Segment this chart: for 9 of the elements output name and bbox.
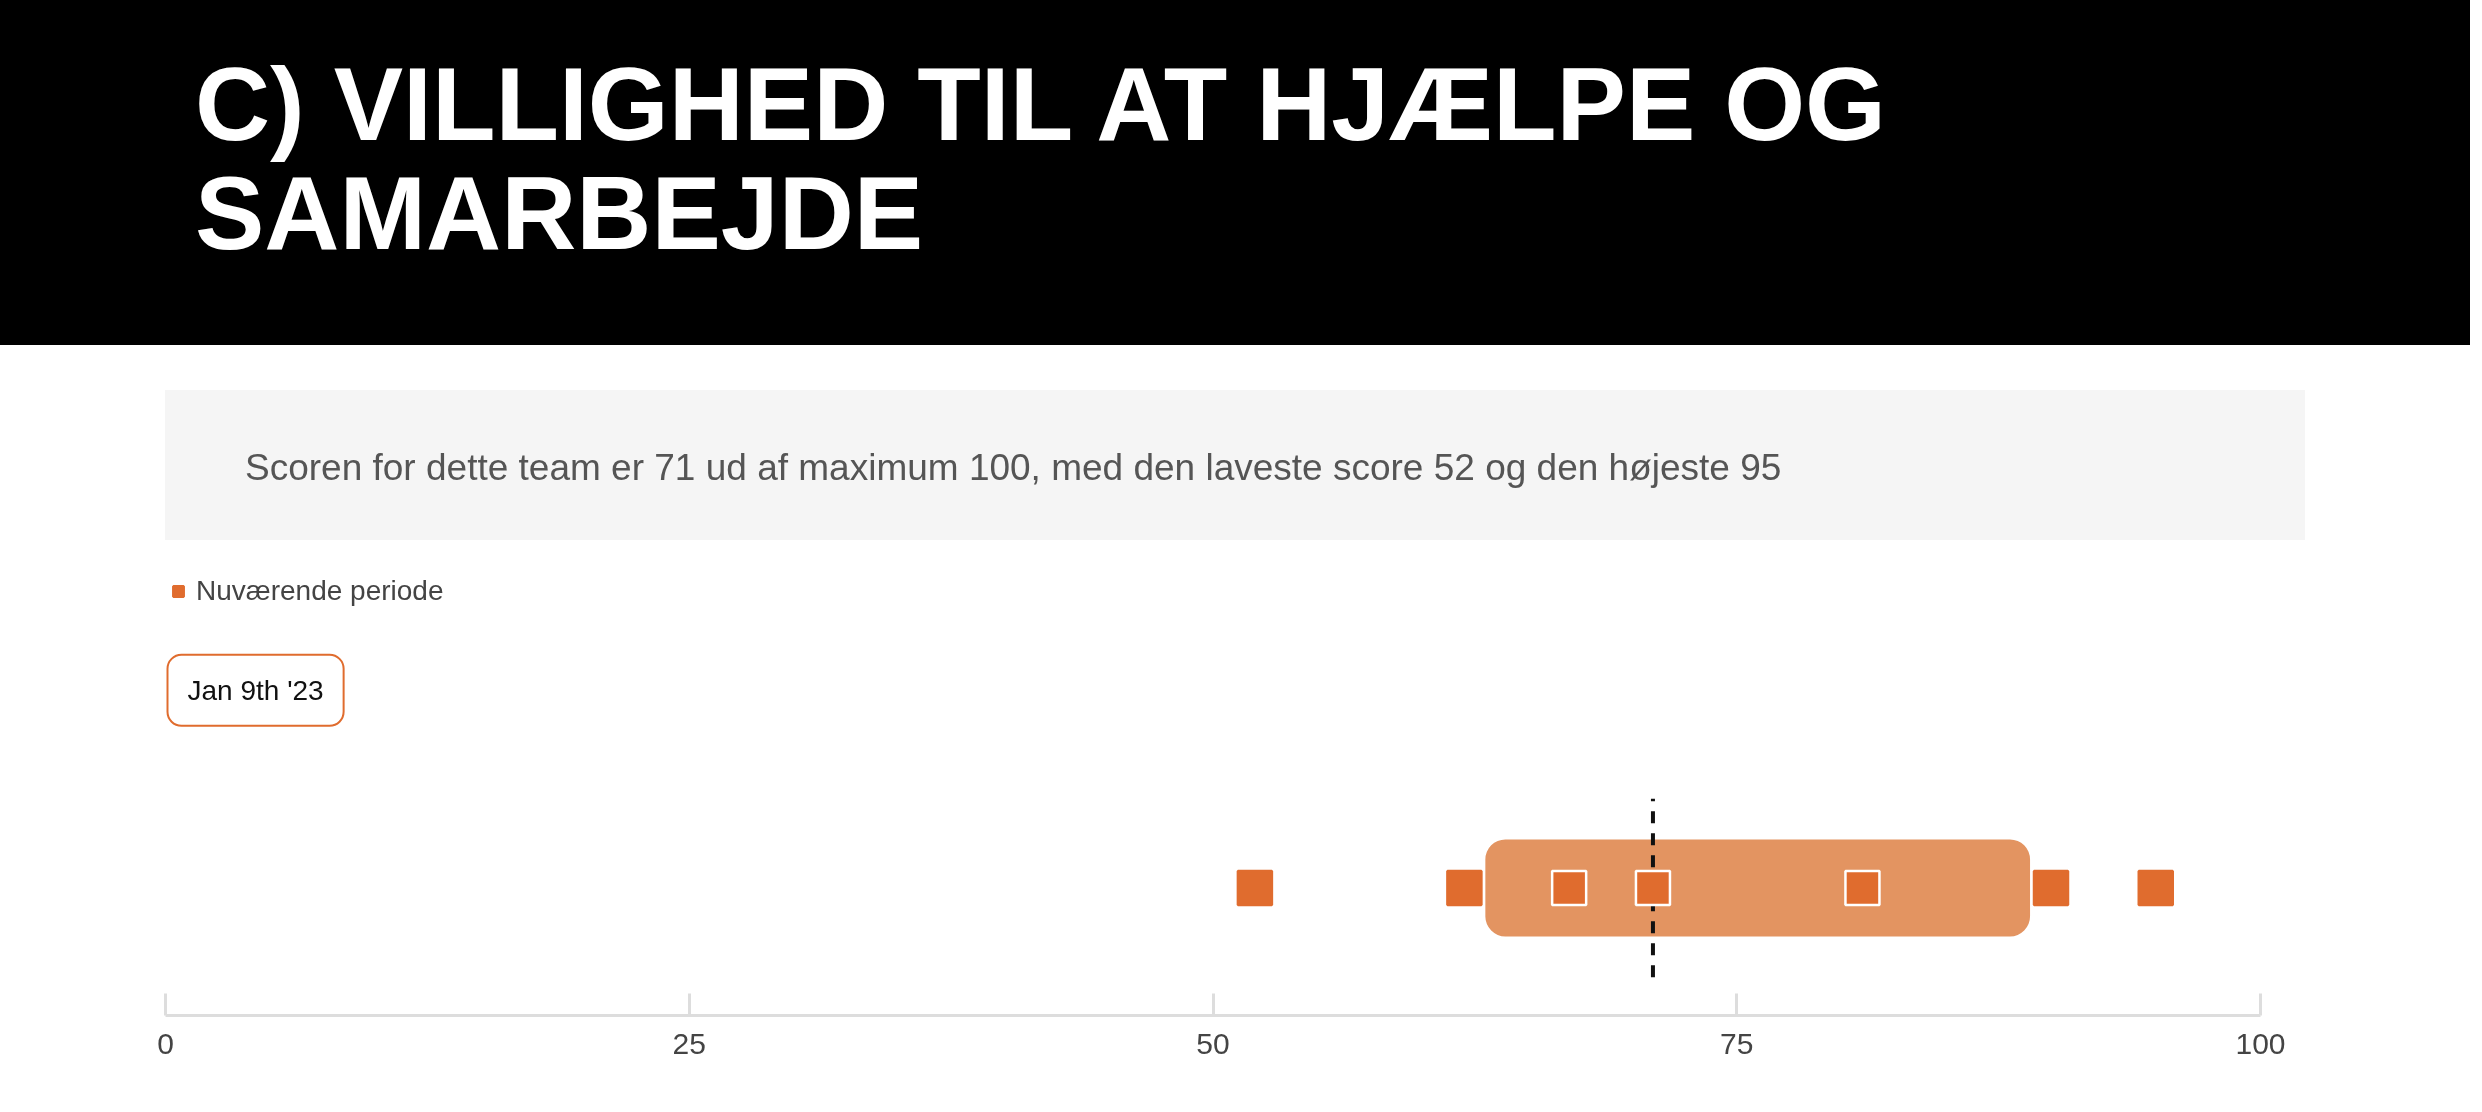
x-tick-label: 100	[2235, 1026, 2286, 1060]
x-tick-label: 50	[1196, 1026, 1230, 1060]
legend-label: Nuværende periode	[196, 575, 444, 607]
chart-title: C) VILLIGHED TIL AT HJÆLPE OG SAMARBEJDE	[195, 46, 1887, 272]
x-tick-label: 0	[157, 1026, 174, 1060]
x-tick-label: 75	[1720, 1026, 1754, 1060]
chart-subtitle: Scoren for dette team er 71 ud af maximum 100, med den laveste score 52 og den højeste 95	[245, 446, 1782, 490]
x-tick-label: 25	[672, 1026, 706, 1060]
text: Jan 9th '23	[187, 674, 324, 706]
